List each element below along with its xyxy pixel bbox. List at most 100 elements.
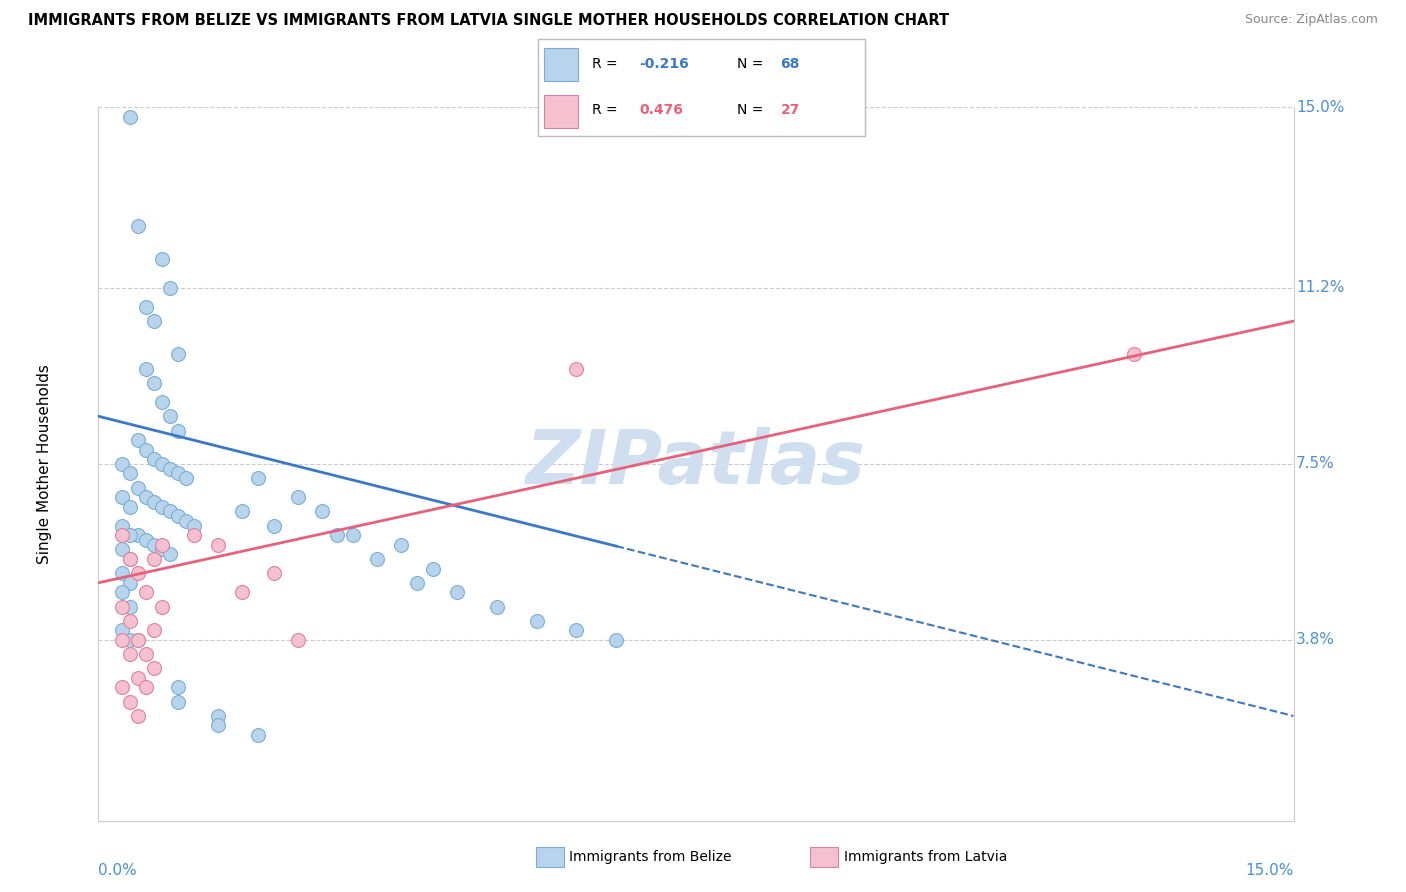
Point bbox=[143, 376, 166, 390]
Point bbox=[246, 728, 269, 742]
Point bbox=[127, 566, 149, 581]
Point bbox=[183, 518, 205, 533]
Point bbox=[120, 647, 142, 661]
Point bbox=[526, 614, 548, 628]
Text: 68: 68 bbox=[780, 57, 800, 71]
Point bbox=[342, 528, 364, 542]
Point bbox=[287, 632, 309, 647]
Point bbox=[127, 709, 149, 723]
Point bbox=[135, 361, 157, 376]
Text: 11.2%: 11.2% bbox=[1296, 280, 1344, 295]
Point bbox=[167, 695, 190, 709]
Point bbox=[485, 599, 508, 614]
Text: 15.0%: 15.0% bbox=[1246, 863, 1294, 879]
Point bbox=[366, 552, 388, 566]
Point bbox=[150, 500, 173, 514]
Point bbox=[120, 467, 142, 481]
Point bbox=[120, 695, 142, 709]
Point bbox=[174, 514, 197, 528]
Point bbox=[135, 490, 157, 504]
Point bbox=[111, 542, 134, 557]
Text: N =: N = bbox=[737, 57, 768, 71]
Point bbox=[231, 504, 253, 518]
Point bbox=[135, 300, 157, 314]
Point bbox=[422, 561, 444, 575]
Point bbox=[326, 528, 349, 542]
Point bbox=[135, 681, 157, 695]
Point bbox=[127, 671, 149, 685]
Point bbox=[111, 490, 134, 504]
Point bbox=[406, 575, 429, 590]
Point bbox=[135, 442, 157, 457]
Point bbox=[287, 490, 309, 504]
Point bbox=[143, 552, 166, 566]
Point bbox=[150, 457, 173, 471]
Point bbox=[1123, 347, 1146, 361]
Text: 0.0%: 0.0% bbox=[98, 863, 138, 879]
Text: -0.216: -0.216 bbox=[638, 57, 689, 71]
Point bbox=[143, 495, 166, 509]
Point bbox=[111, 528, 134, 542]
Point bbox=[111, 632, 134, 647]
Point bbox=[143, 538, 166, 552]
FancyBboxPatch shape bbox=[536, 847, 564, 867]
FancyBboxPatch shape bbox=[810, 847, 838, 867]
Text: R =: R = bbox=[592, 57, 621, 71]
Point bbox=[167, 681, 190, 695]
FancyBboxPatch shape bbox=[544, 48, 578, 81]
Point bbox=[143, 661, 166, 675]
Point bbox=[111, 681, 134, 695]
Text: IMMIGRANTS FROM BELIZE VS IMMIGRANTS FROM LATVIA SINGLE MOTHER HOUSEHOLDS CORREL: IMMIGRANTS FROM BELIZE VS IMMIGRANTS FRO… bbox=[28, 13, 949, 29]
Point bbox=[127, 481, 149, 495]
Text: 7.5%: 7.5% bbox=[1296, 457, 1334, 471]
Point bbox=[159, 281, 181, 295]
Point bbox=[127, 528, 149, 542]
Text: 27: 27 bbox=[780, 103, 800, 117]
Point bbox=[111, 599, 134, 614]
Text: Single Mother Households: Single Mother Households bbox=[37, 364, 52, 564]
Point bbox=[143, 452, 166, 467]
Point bbox=[389, 538, 412, 552]
Point bbox=[135, 533, 157, 547]
Point bbox=[127, 219, 149, 233]
Point bbox=[143, 624, 166, 638]
Text: 3.8%: 3.8% bbox=[1296, 632, 1334, 648]
Point bbox=[565, 361, 588, 376]
Text: N =: N = bbox=[737, 103, 768, 117]
Text: 15.0%: 15.0% bbox=[1296, 100, 1344, 114]
Text: Immigrants from Belize: Immigrants from Belize bbox=[569, 850, 733, 864]
Point bbox=[120, 632, 142, 647]
Point bbox=[446, 585, 468, 599]
Point bbox=[150, 252, 173, 267]
Point bbox=[565, 624, 588, 638]
Point bbox=[159, 504, 181, 518]
FancyBboxPatch shape bbox=[544, 95, 578, 128]
Text: Immigrants from Latvia: Immigrants from Latvia bbox=[844, 850, 1007, 864]
Point bbox=[120, 528, 142, 542]
Text: 0.476: 0.476 bbox=[638, 103, 683, 117]
Point bbox=[231, 585, 253, 599]
Point bbox=[167, 509, 190, 524]
Point bbox=[150, 538, 173, 552]
FancyBboxPatch shape bbox=[537, 38, 865, 136]
Text: ZIPatlas: ZIPatlas bbox=[526, 427, 866, 500]
Point bbox=[159, 409, 181, 424]
Point bbox=[167, 467, 190, 481]
Point bbox=[159, 461, 181, 475]
Point bbox=[111, 624, 134, 638]
Point bbox=[111, 457, 134, 471]
Point bbox=[135, 647, 157, 661]
Text: Source: ZipAtlas.com: Source: ZipAtlas.com bbox=[1244, 13, 1378, 27]
Point bbox=[111, 566, 134, 581]
Point bbox=[150, 542, 173, 557]
Point bbox=[150, 395, 173, 409]
Point bbox=[605, 632, 627, 647]
Point bbox=[183, 528, 205, 542]
Point bbox=[127, 433, 149, 447]
Point bbox=[120, 614, 142, 628]
Point bbox=[120, 552, 142, 566]
Point bbox=[111, 518, 134, 533]
Point bbox=[263, 518, 285, 533]
Point bbox=[120, 500, 142, 514]
Point bbox=[174, 471, 197, 485]
